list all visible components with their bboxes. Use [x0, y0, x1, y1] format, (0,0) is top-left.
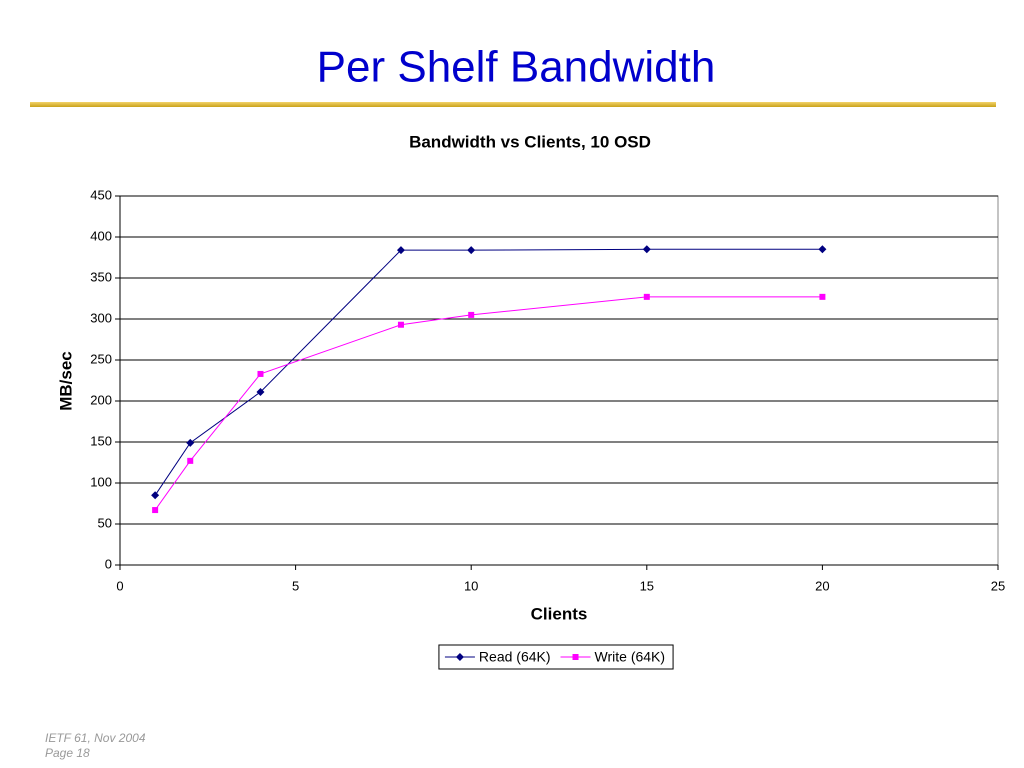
x-tick-label: 15	[640, 578, 654, 593]
legend-label: Read (64K)	[479, 649, 551, 665]
y-tick-label: 400	[90, 228, 112, 243]
marker	[152, 507, 159, 514]
plot-area	[119, 195, 999, 566]
y-tick-label: 50	[98, 515, 112, 530]
marker	[257, 370, 264, 377]
legend-box	[438, 644, 674, 670]
marker	[467, 246, 476, 255]
x-tick-label: 20	[815, 578, 829, 593]
y-tick-label: 100	[90, 474, 112, 489]
y-tick-label: 300	[90, 310, 112, 325]
y-tick-label: 350	[90, 269, 112, 284]
marker	[642, 245, 651, 254]
marker	[396, 246, 405, 255]
footer-line: Page 18	[45, 746, 90, 760]
marker	[572, 654, 579, 660]
marker	[186, 438, 195, 447]
legend-item: Write (64K)	[560, 649, 666, 665]
y-tick-label: 200	[90, 392, 112, 407]
footer-line: IETF 61, Nov 2004	[45, 731, 146, 745]
marker	[187, 457, 194, 464]
x-tick-label: 5	[292, 578, 299, 593]
marker	[643, 293, 650, 300]
y-tick-label: 250	[90, 351, 112, 366]
marker	[455, 653, 464, 661]
marker	[818, 245, 827, 254]
marker	[819, 293, 826, 300]
marker	[151, 491, 160, 500]
x-tick-label: 0	[116, 578, 123, 593]
chart-title: Bandwidth vs Clients, 10 OSD	[409, 132, 651, 151]
y-tick-label: 450	[90, 187, 112, 202]
marker	[397, 321, 404, 328]
x-axis-title: Clients	[531, 604, 588, 623]
marker	[468, 311, 475, 318]
legend-label: Write (64K)	[595, 649, 666, 665]
y-tick-label: 150	[90, 433, 112, 448]
marker	[256, 387, 265, 396]
legend-item: Read (64K)	[444, 649, 551, 665]
y-axis-title: MB/sec	[56, 351, 75, 411]
x-tick-label: 10	[464, 578, 478, 593]
x-tick-label: 25	[991, 578, 1005, 593]
y-tick-label: 0	[105, 556, 112, 571]
slide-title: Per Shelf Bandwidth	[317, 43, 716, 92]
title-rule	[30, 102, 996, 107]
legend: Read (64K) Write (64K)	[438, 644, 674, 670]
